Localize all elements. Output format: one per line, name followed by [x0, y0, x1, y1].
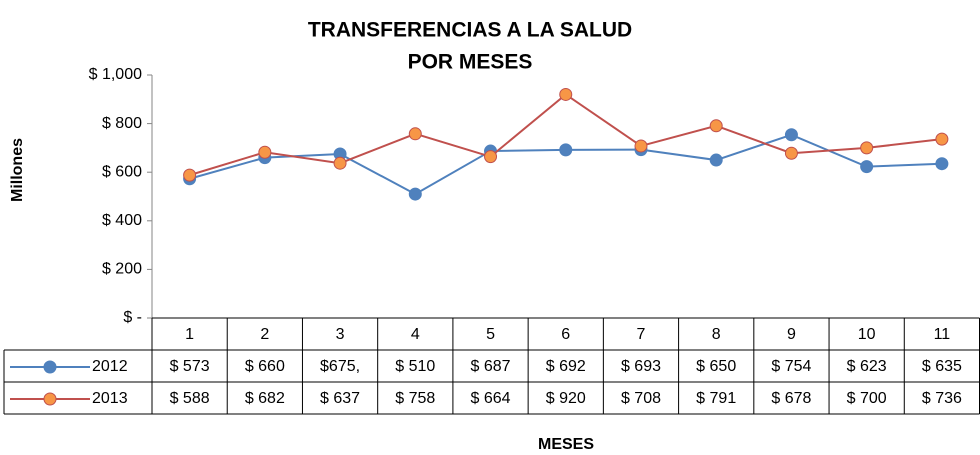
- y-tick-label: $ 1,000: [89, 66, 142, 83]
- table-value: $ 754: [771, 358, 811, 375]
- table-value: $ 510: [395, 358, 435, 375]
- data-point: [484, 150, 498, 164]
- table-value: $ 650: [696, 358, 736, 375]
- x-tick-label: 10: [858, 326, 876, 343]
- x-tick-label: 3: [336, 326, 345, 343]
- data-point: [860, 160, 874, 174]
- x-tick-label: 9: [787, 326, 796, 343]
- data-point: [258, 145, 272, 159]
- x-tick-label: 7: [637, 326, 646, 343]
- table-value: $675,: [320, 358, 360, 375]
- x-axis-title: MESES: [538, 436, 594, 453]
- data-point: [784, 146, 798, 160]
- table-value: $ 708: [621, 390, 661, 407]
- chart-subtitle: POR MESES: [408, 51, 533, 74]
- x-tick-label: 5: [486, 326, 495, 343]
- legend-marker: [43, 392, 57, 406]
- table-value: $ 687: [470, 358, 510, 375]
- x-tick-label: 2: [260, 326, 269, 343]
- y-tick-label: $ 200: [102, 261, 142, 278]
- table-value: $ 692: [546, 358, 586, 375]
- data-point: [784, 128, 798, 142]
- data-point: [935, 157, 949, 171]
- data-point: [709, 119, 723, 133]
- table-value: $ 635: [922, 358, 962, 375]
- legend-label: 2012: [92, 358, 128, 375]
- table-value: $ 637: [320, 390, 360, 407]
- y-tick-label: $ 400: [102, 212, 142, 229]
- table-value: $ 758: [395, 390, 435, 407]
- y-tick-label: $ 600: [102, 163, 142, 180]
- data-point: [634, 139, 648, 153]
- x-tick-label: 8: [712, 326, 721, 343]
- data-point: [183, 168, 197, 182]
- table-value: $ 791: [696, 390, 736, 407]
- x-tick-label: 11: [934, 326, 951, 343]
- table-value: $ 920: [546, 390, 586, 407]
- table-value: $ 693: [621, 358, 661, 375]
- data-point: [408, 187, 422, 201]
- data-point: [559, 143, 573, 157]
- table-value: $ 678: [771, 390, 811, 407]
- table-value: $ 700: [847, 390, 887, 407]
- table-value: $ 660: [245, 358, 285, 375]
- table-value: $ 623: [847, 358, 887, 375]
- table-value: $ 588: [170, 390, 210, 407]
- y-tick-label: $ 800: [102, 115, 142, 132]
- data-point: [333, 156, 347, 170]
- data-point: [709, 153, 723, 167]
- x-tick-label: 6: [561, 326, 570, 343]
- y-axis-title: Millones: [9, 138, 26, 202]
- data-point: [860, 141, 874, 155]
- table-value: $ 682: [245, 390, 285, 407]
- legend-label: 2013: [92, 390, 128, 407]
- series-line: [189, 93, 943, 177]
- table-value: $ 573: [170, 358, 210, 375]
- x-tick-label: 4: [411, 326, 420, 343]
- chart-title: TRANSFERENCIAS A LA SALUD: [308, 19, 632, 42]
- table-value: $ 736: [922, 390, 962, 407]
- y-tick-label: $ -: [123, 309, 142, 326]
- data-point: [559, 87, 573, 101]
- legend-marker: [43, 360, 57, 374]
- x-tick-label: 1: [185, 326, 194, 343]
- data-point: [408, 127, 422, 141]
- table-value: $ 664: [470, 390, 510, 407]
- data-point: [935, 132, 949, 146]
